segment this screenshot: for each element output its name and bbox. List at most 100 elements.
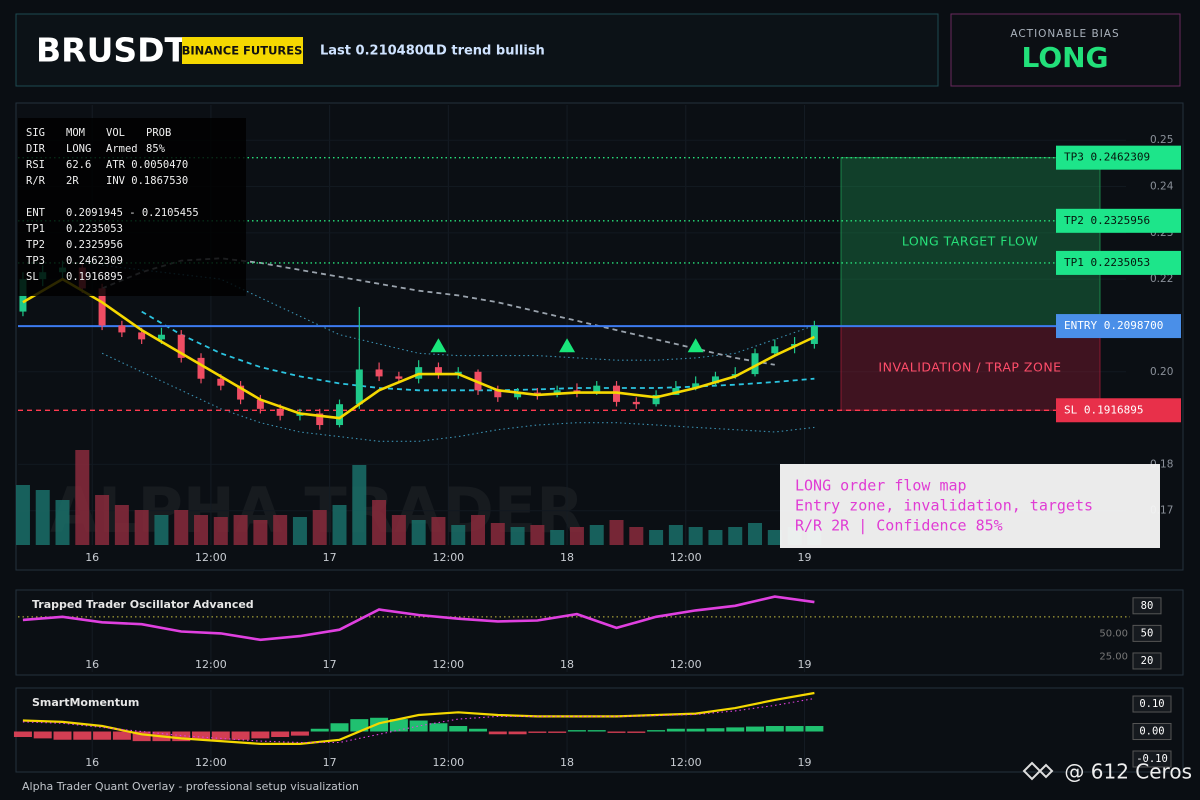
volume-bar <box>668 525 683 545</box>
candle-body <box>652 394 660 405</box>
volume-bar <box>55 500 70 545</box>
momentum-bar <box>112 731 131 740</box>
bias-label: ACTIONABLE BIAS <box>1010 28 1119 40</box>
momentum-bar <box>13 731 32 738</box>
indicator-line <box>101 352 815 442</box>
x-tick-label: 17 <box>323 551 337 564</box>
stats-text: 62.6 <box>66 159 91 171</box>
candle-body <box>810 325 818 344</box>
momentum-panel <box>15 687 1184 773</box>
momentum-bar <box>389 719 408 732</box>
y-axis-label: 25.00 <box>1099 651 1128 662</box>
y-tick-label: 50 <box>1141 627 1154 639</box>
momentum-bar <box>73 731 92 740</box>
x-tick-label: 12:00 <box>195 551 227 564</box>
signal-marker <box>687 338 704 353</box>
momentum-bar <box>429 723 448 732</box>
volume-bar <box>589 525 604 545</box>
candle-body <box>494 390 502 398</box>
candle-body <box>375 369 383 377</box>
x-tick-label: 12:00 <box>195 658 227 671</box>
stats-text: TP3 <box>26 255 45 267</box>
stats-text: SL <box>26 271 39 283</box>
y-tick-label: 80 <box>1141 600 1154 612</box>
volume-bar <box>411 520 426 545</box>
momentum-bar <box>508 731 527 735</box>
x-tick-label: 12:00 <box>670 551 702 564</box>
stats-text: 2R <box>66 175 79 187</box>
stats-text: SIG <box>26 127 45 139</box>
candle-body <box>632 401 640 405</box>
moving-average <box>22 277 815 420</box>
y-tick-label: 0.00 <box>1139 726 1164 738</box>
y-tick-label: 0.22 <box>1150 273 1173 285</box>
stats-text: DIR <box>26 143 46 155</box>
volume-bar <box>134 510 149 545</box>
y-tick-box <box>1132 652 1162 670</box>
volume-bar <box>391 515 406 545</box>
volume-bar <box>95 495 110 545</box>
x-tick-label: 17 <box>323 756 337 769</box>
momentum-bar <box>706 728 725 732</box>
momentum-bar <box>587 730 606 732</box>
candle-body <box>434 367 442 375</box>
momentum-bar <box>33 731 52 739</box>
candle-body <box>217 378 225 386</box>
exchange: BINANCE FUTURES <box>182 44 303 58</box>
x-tick-label: 18 <box>560 756 574 769</box>
volume-bar <box>431 517 446 545</box>
candle-body <box>256 399 264 409</box>
momentum-bar <box>53 731 72 740</box>
y-tick-label: 20 <box>1141 655 1154 667</box>
candle-body <box>98 288 106 326</box>
trend: 1D trend bullish <box>427 44 545 59</box>
x-tick-label: 19 <box>797 658 811 671</box>
candle-body <box>593 385 601 393</box>
chart-layer: 16 12:00 17 12:00 18 12:00 190.170.180.200.220… <box>13 105 1181 770</box>
annotation-text: R/R 2R | Confidence 85% <box>795 517 1003 535</box>
candle-body <box>157 334 165 340</box>
level-tag <box>1056 250 1181 275</box>
candle-body <box>118 325 126 333</box>
last-price: Last 0.2104800 <box>320 44 433 59</box>
x-tick-label: 16 <box>85 551 99 564</box>
momentum-bar <box>93 731 112 740</box>
level-tag-label: TP1 0.2235053 <box>1064 256 1150 269</box>
icon <box>1022 761 1042 781</box>
y-tick-label: 0.24 <box>1150 181 1174 193</box>
y-axis-label: 50.00 <box>1099 628 1128 639</box>
momentum-bar <box>370 717 389 732</box>
stats-text: INV 0.1867530 <box>106 175 188 187</box>
signal-marker <box>430 338 447 353</box>
stats-text: 0.2325956 <box>66 239 123 251</box>
watermark-icon <box>1022 761 1054 781</box>
stats-text: 0.2091945 - 0.2105455 <box>66 207 199 219</box>
stats-text: RSI <box>26 159 45 171</box>
momentum-bar <box>330 723 349 732</box>
candle-body <box>336 404 344 426</box>
volume-bar <box>312 510 327 545</box>
volume-bar <box>15 485 30 545</box>
volume-bar <box>629 527 644 545</box>
zone <box>840 325 1101 411</box>
x-tick-label: 19 <box>797 551 811 564</box>
volume-bar <box>332 505 347 545</box>
candle-body <box>138 332 146 340</box>
x-tick-label: 12:00 <box>195 756 227 769</box>
volume-bar <box>688 527 703 545</box>
annotation-text: Entry zone, invalidation, targets <box>795 497 1093 515</box>
volume-bar <box>708 530 723 545</box>
x-tick-label: 12:00 <box>432 658 464 671</box>
candle-body <box>237 385 245 400</box>
momentum-bar <box>251 731 270 739</box>
level-tag-label: TP3 0.2462309 <box>1064 151 1150 164</box>
panel-title: Trapped Trader Oscillator Advanced <box>32 598 254 611</box>
volume-bar <box>550 530 565 545</box>
level-tag-label: SL 0.1916895 <box>1064 403 1143 416</box>
y-tick-label: 0.10 <box>1139 698 1164 710</box>
volume-bar <box>352 465 367 545</box>
y-tick-label: 0.25 <box>1150 134 1173 146</box>
stats-text: PROB <box>146 127 171 139</box>
x-tick-label: 17 <box>323 658 337 671</box>
momentum-bar <box>310 728 329 732</box>
